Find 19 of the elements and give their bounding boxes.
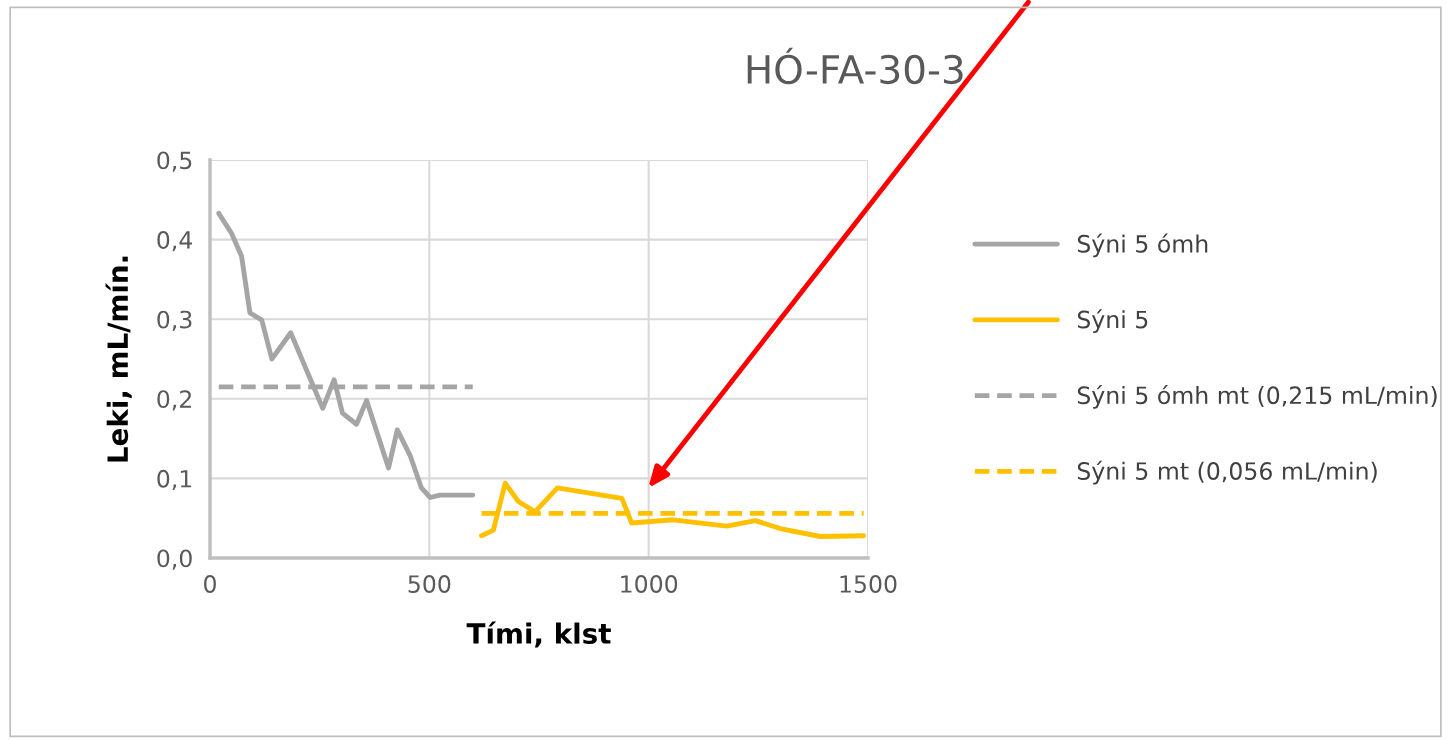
legend-label: Sýni 5 <box>1077 309 1148 334</box>
x-tick-label: 0 <box>204 575 216 593</box>
x-tick-label: 500 <box>408 575 451 593</box>
x-tick-label: 1500 <box>840 575 897 593</box>
legend-label: Sýni 5 mt (0,056 mL/min) <box>1077 460 1377 485</box>
y-tick-label: 0,1 <box>157 469 192 491</box>
line-series <box>216 210 476 500</box>
y-axis-title: Leki, mL/mín. <box>105 256 132 462</box>
y-tick-label: 0,0 <box>157 549 192 570</box>
y-tick-label: 0,3 <box>157 310 192 331</box>
chart-title: HÓ-FA-30-3 <box>747 47 963 85</box>
line-series <box>479 480 867 539</box>
y-tick-label: 0,2 <box>157 390 191 411</box>
x-tick-label: 1000 <box>621 575 678 593</box>
legend-label: Sýni 5 ómh <box>1077 233 1208 258</box>
y-tick-label: 0,4 <box>157 231 193 252</box>
legend-label: Sýni 5 ómh mt (0,215 mL/min) <box>1077 384 1437 409</box>
y-tick-label: 0,5 <box>157 151 192 172</box>
x-axis-title: Tími, klst <box>466 621 611 648</box>
